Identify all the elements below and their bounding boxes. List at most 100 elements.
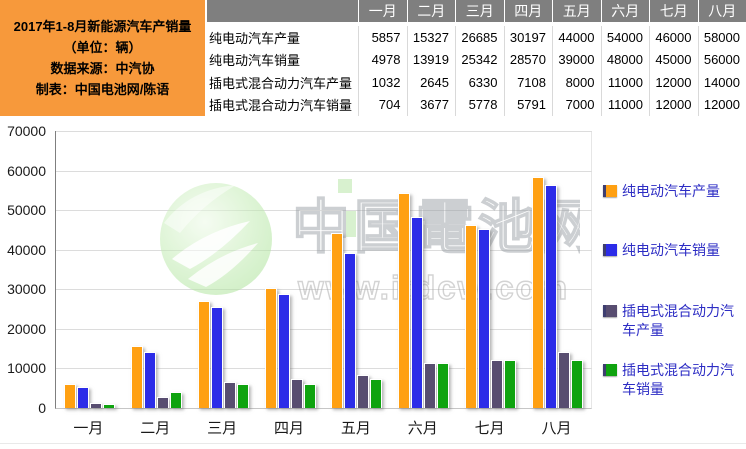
chart-title-block: 2017年1-8月新能源汽车产销量 （单位：辆） 数据来源：中汽协 制表：中国电… [0,0,205,116]
bar-4 [102,404,115,408]
legend-swatch-icon [603,185,617,197]
bar-4 [236,384,249,408]
value-cell: 5857 [358,26,407,49]
value-cell: 58000 [697,26,746,49]
value-cell: 15327 [406,26,455,49]
value-cell: 12000 [649,93,698,116]
legend-item: 纯电动汽车产量 [603,182,742,201]
legend-label: 插电式混合动力汽车产量 [622,303,734,338]
x-axis-label: 四月 [274,420,305,437]
bar-3 [491,360,504,408]
bar-4 [437,363,450,408]
y-tick-label: 70000 [7,123,46,139]
month-header-cell: 一月 [358,0,407,22]
bar-3 [357,375,370,408]
data-table: 一月 二月 三月 四月 五月 六月 七月 八月 纯电动汽车产量 5857 15327 26685 301… [207,0,746,116]
bar-group [123,346,190,408]
value-cell: 11000 [600,71,649,94]
bar-4 [571,360,584,408]
x-axis-label: 七月 [474,420,505,437]
chart-unit: （单位：辆） [63,39,142,55]
x-axis-label: 八月 [541,420,572,437]
value-cell: 30197 [503,26,552,49]
grid-line [56,328,592,330]
bar-4 [504,360,517,408]
bar-group [390,193,457,408]
bar-4 [370,379,383,408]
value-cell: 14000 [697,71,746,94]
month-header-cell: 五月 [552,0,601,22]
table-corner-cell [207,0,358,22]
data-table-section: 2017年1-8月新能源汽车产销量 （单位：辆） 数据来源：中汽协 制表：中国电… [0,0,746,116]
y-tick-label: 30000 [7,281,46,298]
value-cell: 46000 [649,26,698,49]
y-tick-label: 10000 [7,360,46,377]
bar-groups [56,131,591,408]
grid-line [56,210,592,212]
bar-3 [89,403,102,408]
bar-group [56,384,123,408]
x-axis-label: 二月 [140,420,171,437]
value-cell: 1032 [358,71,407,94]
y-tick-label: 40000 [7,241,46,258]
bar-1 [331,233,344,408]
bar-group [190,301,257,408]
month-header-cell: 四月 [503,0,552,22]
legend-swatch-icon [603,305,617,317]
value-cell: 5791 [503,93,552,116]
value-cell: 7000 [552,93,601,116]
value-cell: 54000 [600,26,649,49]
value-cell: 2645 [406,71,455,94]
month-header-cell: 八月 [697,0,746,22]
grid-line [56,131,592,132]
value-cell: 6330 [455,71,504,94]
bar-2 [478,229,491,408]
legend-label: 插电式混合动力汽车销量 [622,362,734,397]
legend-swatch-icon [603,244,617,256]
bar-4 [169,392,182,408]
legend-label: 纯电动汽车销量 [622,242,720,258]
grid-line [56,368,592,370]
x-axis-label: 一月 [73,420,104,437]
value-cell: 12000 [697,93,746,116]
x-axis-label: 三月 [207,420,238,437]
x-axis-label: 六月 [407,420,438,437]
legend-item: 插电式混合动力汽车销量 [603,361,742,399]
chart-title: 2017年1-8月新能源汽车产销量 [13,18,192,34]
row-label-cell: 插电式混合动力汽车产量 [207,71,358,94]
plot-area [55,131,592,409]
bar-3 [290,379,303,408]
bar-2 [76,387,89,408]
bar-2 [545,185,558,408]
bar-2 [411,217,424,408]
bar-1 [398,193,411,408]
y-tick-label: 50000 [7,202,46,219]
value-cell: 4978 [358,48,407,71]
bar-3 [223,382,236,408]
row-label-cell: 纯电动汽车销量 [207,48,358,71]
row-label-cell: 纯电动汽车产量 [207,26,358,49]
chart-bottom-border [0,443,746,444]
value-cell: 48000 [600,48,649,71]
bar-2 [143,352,156,408]
x-axis-label: 五月 [340,420,371,437]
grid-line [56,289,592,291]
value-cell: 8000 [552,71,601,94]
value-cell: 28570 [503,48,552,71]
bar-group [324,233,391,408]
y-axis: 0 10000 20000 30000 40000 50000 60000 70000 [0,116,50,449]
bar-4 [303,384,316,408]
legend-label: 纯电动汽车产量 [622,183,720,199]
bar-1 [63,384,76,408]
x-axis: 一月 二月 三月 四月 五月 六月 七月 八月 [55,417,590,438]
row-label-cell: 插电式混合动力汽车销量 [207,93,358,116]
value-cell: 56000 [697,48,746,71]
bar-group [457,225,524,408]
legend-item: 插电式混合动力汽车产量 [603,302,742,340]
chart-author: 制表：中国电池网/陈语 [35,81,170,97]
value-cell: 26685 [455,26,504,49]
value-cell: 25342 [455,48,504,71]
bar-2 [277,294,290,408]
month-header-cell: 七月 [649,0,698,22]
